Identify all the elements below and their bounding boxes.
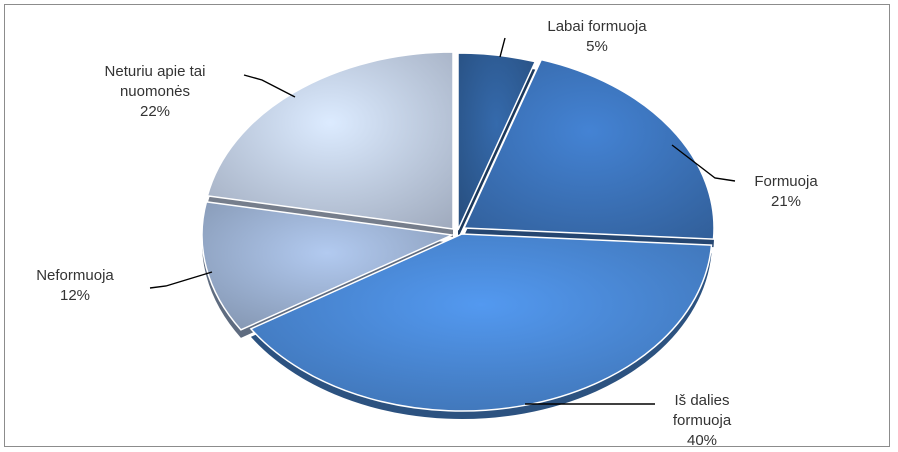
leader-line-formuoja: [671, 144, 736, 182]
pie-slice-is-dalies-formuoja: [249, 233, 713, 412]
pie-slice-neturiu-apie-tai-nuomones: [206, 51, 454, 230]
leader-line-neformuoja: [149, 271, 213, 289]
pie-slice-formuoja: [462, 58, 715, 240]
pie-labels: Labai formuoja 5% Formuoja 21% Iš dalies form…: [36, 18, 818, 449]
pie-slices: [201, 51, 715, 412]
slice-label-neturiu-apie-tai-nuomones: Neturiu apie tai nuomonės 22%: [105, 63, 206, 120]
slice-label-is-dalies-formuoja: Iš dalies formuoja 40%: [673, 392, 732, 449]
slice-label-formuoja: Formuoja 21%: [754, 173, 818, 210]
pie-slice-labai-formuoja: [457, 52, 537, 231]
leader-line-neturiu-apie-tai-nuomones: [243, 74, 296, 98]
pie-slice-neformuoja: [201, 200, 455, 331]
slice-label-neformuoja: Neformuoja 12%: [36, 267, 114, 304]
slice-label-labai-formuoja: Labai formuoja 5%: [547, 18, 647, 55]
leader-line-labai-formuoja: [499, 37, 506, 58]
pie-leader-lines: [149, 37, 736, 405]
